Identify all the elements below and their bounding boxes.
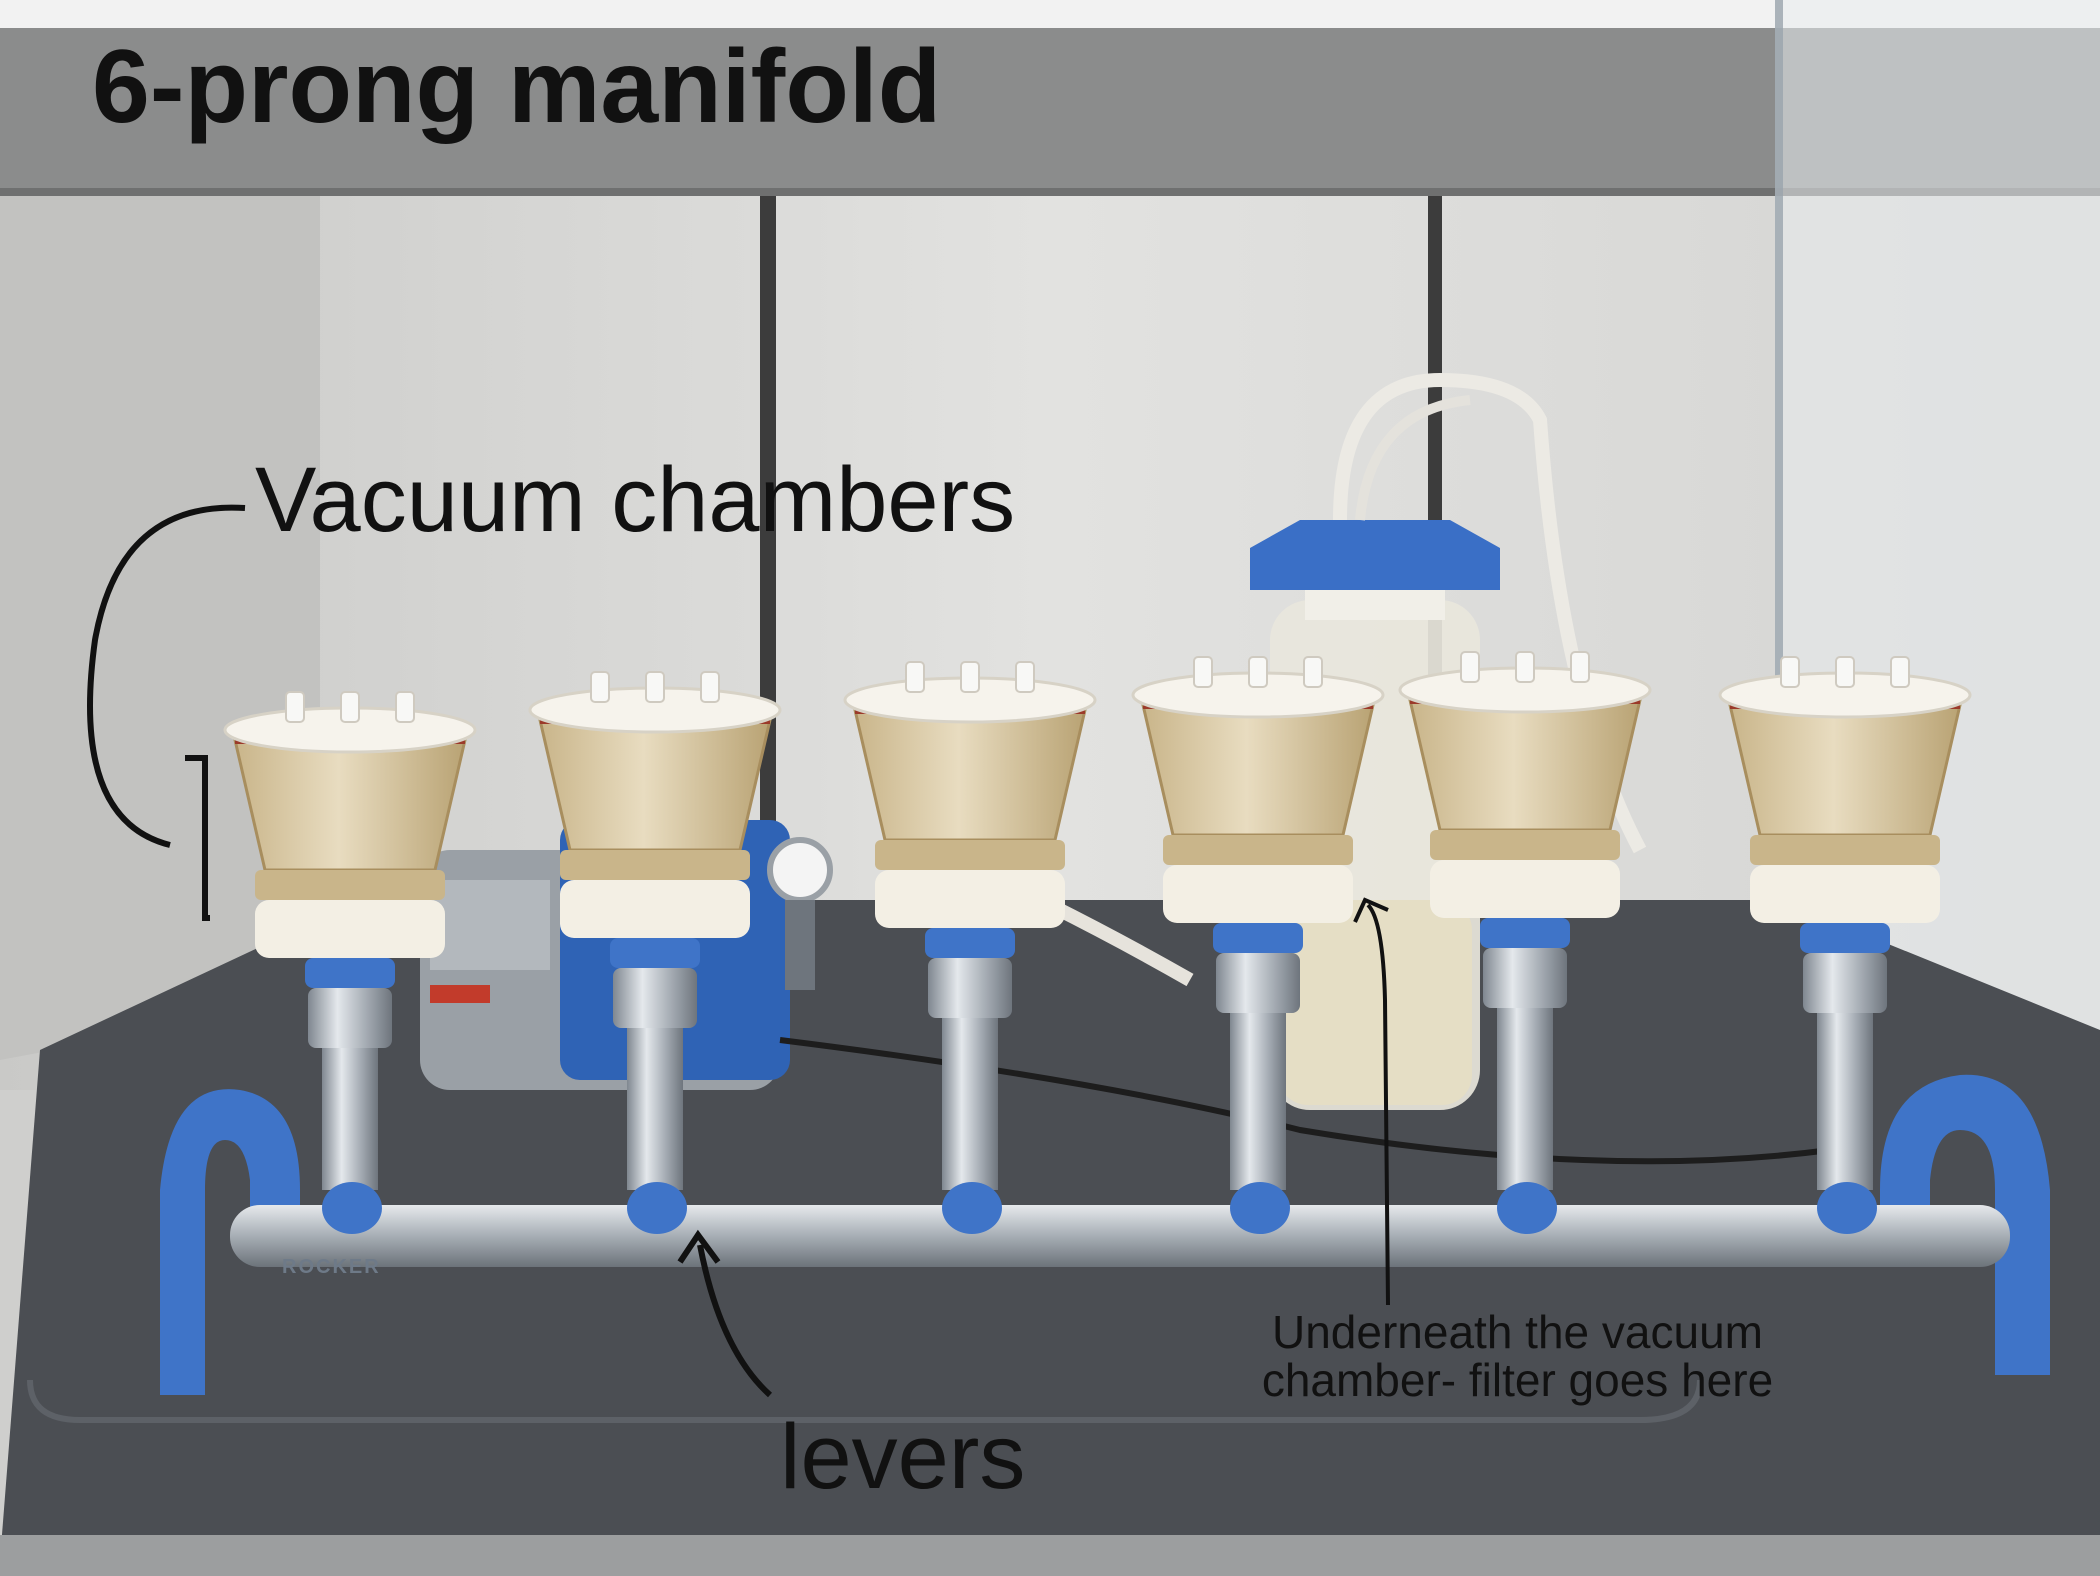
filter-seat bbox=[255, 870, 445, 900]
levers-arrowhead bbox=[677, 1229, 721, 1264]
hood-top bbox=[0, 0, 2100, 30]
filter-location-annotation: Underneath the vacuum chamber- filter go… bbox=[1261, 1306, 1774, 1406]
steel-coupling bbox=[1803, 953, 1887, 1013]
lever-valve bbox=[1817, 1182, 1877, 1234]
lever-valve bbox=[942, 1182, 1002, 1234]
lever-valve bbox=[627, 1182, 687, 1234]
steel-stem bbox=[322, 1048, 378, 1190]
blue-collar bbox=[305, 958, 395, 988]
tray-rim bbox=[0, 1535, 2100, 1576]
blue-collar bbox=[1480, 918, 1570, 948]
gauge bbox=[767, 837, 833, 903]
lid-port bbox=[960, 661, 980, 693]
filter-seat bbox=[560, 850, 750, 880]
vacuum-arrow-line bbox=[87, 504, 246, 848]
steel-coupling bbox=[308, 988, 392, 1048]
filter-holder bbox=[1750, 865, 1940, 923]
lid-port bbox=[340, 691, 360, 723]
filter-arrow bbox=[1366, 903, 1390, 1306]
bottle-cap bbox=[1250, 520, 1500, 590]
tray-lip bbox=[27, 1379, 1703, 1423]
hood-band bbox=[0, 28, 2100, 193]
blue-collar bbox=[1800, 923, 1890, 953]
lid-port bbox=[285, 691, 305, 723]
manifold-handle-left bbox=[160, 1089, 300, 1395]
vacuum-chamber bbox=[1408, 698, 1642, 832]
lever-valve bbox=[1497, 1182, 1557, 1234]
pump-label bbox=[430, 985, 490, 1003]
steel-stem bbox=[1817, 1013, 1873, 1190]
lid-port bbox=[1515, 651, 1535, 683]
tubing bbox=[1046, 898, 1194, 987]
filter-holder bbox=[1430, 860, 1620, 918]
steel-coupling bbox=[613, 968, 697, 1028]
levers-arrow bbox=[697, 1244, 773, 1398]
tubing bbox=[1355, 395, 1471, 521]
filter-seat bbox=[1430, 830, 1620, 860]
filter-holder bbox=[1163, 865, 1353, 923]
levers-annotation: levers bbox=[780, 1406, 1026, 1508]
bottle-liquid bbox=[1278, 900, 1472, 1105]
lid-port bbox=[645, 671, 665, 703]
manifold-handle-right bbox=[1880, 1074, 2050, 1375]
filtration-units bbox=[223, 651, 1972, 1234]
lid-port bbox=[395, 691, 415, 723]
lever-valve bbox=[322, 1182, 382, 1234]
steel-stem bbox=[1230, 1013, 1286, 1190]
blue-collar bbox=[925, 928, 1015, 958]
steel-stem bbox=[942, 1018, 998, 1190]
filter-arrowhead bbox=[1353, 897, 1389, 923]
lid-port bbox=[1303, 656, 1323, 688]
steel-stem bbox=[1497, 1008, 1553, 1190]
steel-stem bbox=[627, 1028, 683, 1190]
filter-holder bbox=[255, 900, 445, 958]
regulator bbox=[785, 900, 815, 990]
vacuum-chamber bbox=[1728, 703, 1962, 837]
vacuum-chamber bbox=[233, 738, 467, 872]
lid-port bbox=[1193, 656, 1213, 688]
vacuum-chamber bbox=[853, 708, 1087, 842]
lid-port bbox=[1890, 656, 1910, 688]
lid-port bbox=[1570, 651, 1590, 683]
blue-collar bbox=[610, 938, 700, 968]
lid-port bbox=[700, 671, 720, 703]
manifold-bar bbox=[230, 1205, 2010, 1267]
lever-valve bbox=[1230, 1182, 1290, 1234]
brand-logo-text: ROCKER bbox=[282, 1256, 381, 1278]
vacuum-chamber bbox=[1141, 703, 1375, 837]
left-wall bbox=[0, 196, 320, 1060]
vacuum-chambers-annotation: Vacuum chambers bbox=[255, 449, 1016, 551]
lid-port bbox=[1015, 661, 1035, 693]
lid-port bbox=[905, 661, 925, 693]
lid-port bbox=[590, 671, 610, 703]
filter-seat bbox=[1750, 835, 1940, 865]
pump-fan bbox=[430, 880, 550, 970]
steel-coupling bbox=[1483, 948, 1567, 1008]
steel-coupling bbox=[1216, 953, 1300, 1013]
filter-holder bbox=[875, 870, 1065, 928]
blue-collar bbox=[1213, 923, 1303, 953]
filter-seat bbox=[1163, 835, 1353, 865]
lid-port bbox=[1835, 656, 1855, 688]
lid-port bbox=[1780, 656, 1800, 688]
filter-holder bbox=[560, 880, 750, 938]
vacuum-brace bbox=[185, 755, 210, 921]
lid-port bbox=[1460, 651, 1480, 683]
title-annotation: 6-prong manifold bbox=[92, 29, 942, 145]
steel-coupling bbox=[928, 958, 1012, 1018]
vacuum-chamber bbox=[538, 718, 772, 852]
filter-seat bbox=[875, 840, 1065, 870]
lid-port bbox=[1248, 656, 1268, 688]
hood-band-edge bbox=[0, 188, 2100, 196]
